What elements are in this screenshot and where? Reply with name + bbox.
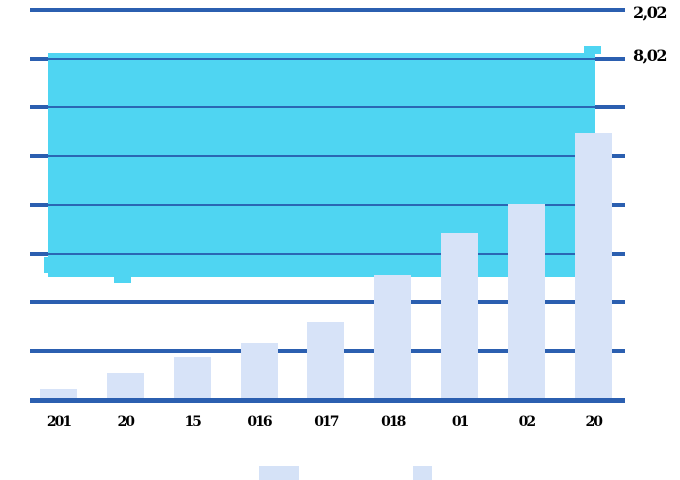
x-axis-line bbox=[30, 397, 625, 403]
right-axis-label-2: 8,02 bbox=[633, 46, 667, 65]
x-axis-label-3: 15 bbox=[184, 414, 201, 430]
h-gridline bbox=[30, 8, 625, 12]
bar-2016 bbox=[240, 343, 278, 398]
bar-2014 bbox=[106, 373, 144, 398]
x-axis-label-1: 201 bbox=[46, 414, 72, 430]
bar-2017 bbox=[307, 322, 345, 398]
x-axis-label-6: 018 bbox=[381, 414, 406, 430]
h-gridline-over-band bbox=[48, 203, 595, 206]
cyan-marker-artifact-1 bbox=[44, 257, 53, 273]
bar-2018 bbox=[374, 274, 412, 398]
cyan-band-series bbox=[48, 53, 595, 278]
bar-2021 bbox=[574, 133, 612, 398]
x-axis-label-7: 01 bbox=[451, 414, 469, 430]
h-gridline bbox=[30, 300, 625, 305]
bar-2019 bbox=[441, 232, 479, 398]
legend-swatch-2[interactable] bbox=[413, 466, 432, 480]
bar-2015 bbox=[173, 357, 211, 398]
bar-2013 bbox=[40, 389, 77, 398]
cyan-marker-artifact-2 bbox=[114, 277, 131, 283]
x-axis-label-4: 016 bbox=[247, 414, 272, 430]
cyan-marker-artifact-3 bbox=[584, 46, 601, 54]
right-axis-label-1: 2,02 bbox=[633, 3, 667, 22]
bar-2020 bbox=[507, 204, 545, 398]
h-gridline-over-band bbox=[48, 252, 595, 255]
x-axis-label-5: 017 bbox=[314, 414, 339, 430]
h-gridline-over-band bbox=[48, 57, 595, 60]
legend-swatch-1[interactable] bbox=[259, 466, 299, 480]
x-axis-label-9: 20 bbox=[585, 414, 603, 430]
h-gridline-over-band bbox=[48, 106, 595, 109]
x-axis-label-8: 02 bbox=[518, 414, 536, 430]
x-axis-label-2: 20 bbox=[117, 414, 135, 430]
h-gridline-over-band bbox=[48, 155, 595, 158]
